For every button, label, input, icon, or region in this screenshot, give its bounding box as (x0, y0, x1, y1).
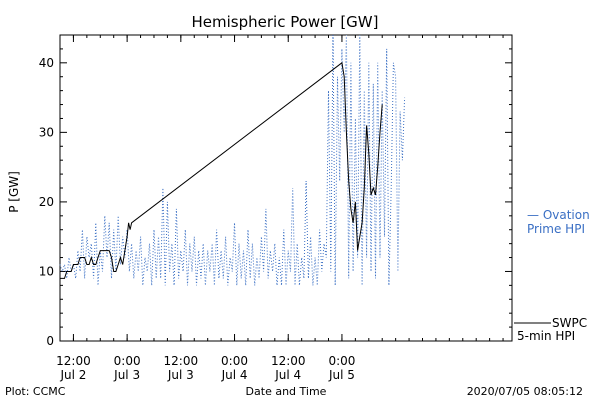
legend-ovation-line1: — Ovation (527, 208, 590, 222)
x-tick-time-label: 12:00 (271, 354, 306, 368)
x-tick-date-label: Jul 4 (221, 368, 248, 382)
footer-timestamp: 2020/07/05 08:05:12 (467, 385, 583, 398)
x-tick-time-label: 12:00 (56, 354, 91, 368)
x-axis-label: Date and Time (246, 385, 327, 398)
y-tick-label: 30 (39, 125, 54, 139)
plot-frame (59, 34, 513, 342)
x-tick-time-label: 0:00 (221, 354, 248, 368)
x-tick-date-label: Jul 3 (113, 368, 140, 382)
y-tick-label: 0 (46, 334, 54, 348)
y-axis-ticks: 0 10 20 30 40 (39, 48, 512, 348)
x-tick-time-label: 0:00 (328, 354, 355, 368)
legend-ovation-line2: Prime HPI (527, 222, 585, 236)
legend-swpc-line2: 5-min HPI (517, 329, 575, 343)
x-tick-time-label: 0:00 (114, 354, 141, 368)
x-tick-date-label: Jul 3 (167, 368, 194, 382)
series-swpc-line (60, 61, 383, 279)
x-tick-date-label: Jul 4 (274, 368, 301, 382)
x-tick-date-label: Jul 5 (328, 368, 355, 382)
x-tick-time-label: 12:00 (164, 354, 199, 368)
chart-title: Hemispheric Power [GW] (192, 13, 379, 31)
x-tick-date-label: Jul 2 (59, 368, 86, 382)
series-ovation-prime-line (59, 34, 406, 286)
y-tick-label: 40 (39, 56, 54, 70)
y-tick-label: 10 (39, 264, 54, 278)
series-layer (59, 34, 406, 286)
y-tick-label: 20 (39, 195, 54, 209)
legend-swpc-line1: SWPC (552, 316, 587, 330)
legend: — Ovation Prime HPI SWPC 5-min HPI (514, 208, 590, 343)
y-axis-label: P [GW] (7, 171, 21, 213)
footer-credit: Plot: CCMC (5, 385, 66, 398)
